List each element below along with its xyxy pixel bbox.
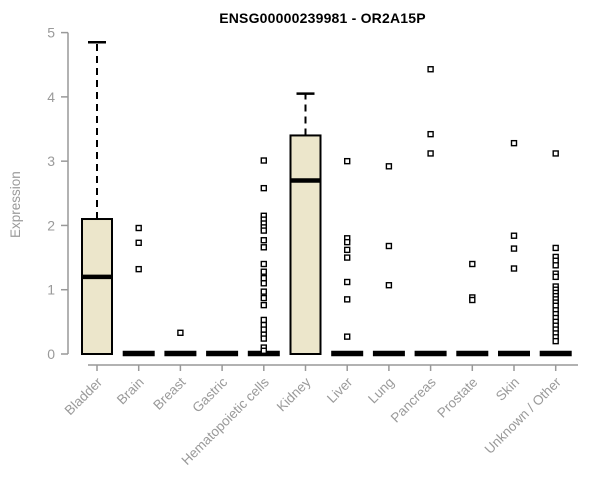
x-tick-label-gastric: Gastric: [189, 374, 230, 415]
chart-title: ENSG00000239981 - OR2A15P: [219, 10, 426, 26]
x-tick-label-lung: Lung: [365, 375, 397, 407]
outlier-point: [260, 294, 267, 302]
x-tick-label-brain: Brain: [114, 375, 147, 408]
outlier-point: [260, 316, 267, 324]
outlier-point: [260, 244, 267, 251]
boxplot-breast: [164, 329, 197, 357]
x-tick-label-liver: Liver: [324, 374, 356, 406]
outlier-point: [344, 296, 351, 303]
boxplot-bladder: [81, 40, 113, 355]
y-tick-label: 0: [47, 346, 55, 362]
collapsed-box: [539, 350, 572, 357]
outlier-point: [469, 296, 476, 304]
collapsed-box: [122, 350, 155, 357]
outlier-point: [135, 265, 142, 273]
outlier-point: [260, 157, 267, 164]
outlier-point: [385, 282, 393, 289]
outlier-point: [385, 242, 393, 250]
y-tick-label: 4: [47, 89, 55, 105]
y-tick-label: 2: [47, 217, 55, 233]
y-tick-label: 3: [47, 153, 55, 169]
x-tick-label-breast: Breast: [150, 374, 188, 412]
outlier-point: [260, 335, 267, 342]
collapsed-box: [331, 350, 364, 357]
collapsed-box: [206, 350, 239, 357]
outlier-point: [344, 246, 351, 254]
outlier-point: [260, 288, 267, 295]
outlier-point: [260, 347, 267, 354]
outlier-point: [344, 157, 351, 165]
collapsed-box: [164, 350, 197, 357]
outlier-point: [177, 329, 184, 336]
outlier-point: [510, 232, 518, 239]
outlier-point: [135, 239, 142, 246]
outlier-point: [552, 150, 559, 157]
outlier-point: [344, 278, 351, 286]
outlier-point: [260, 301, 267, 309]
outlier-point: [510, 245, 518, 252]
x-tick-label-skin: Skin: [493, 375, 522, 404]
collapsed-box: [456, 350, 489, 357]
boxplot-prostate: [456, 260, 489, 357]
outlier-point: [260, 237, 267, 244]
collapsed-box: [372, 350, 405, 357]
boxplot-skin: [498, 139, 530, 357]
outlier-point: [427, 150, 434, 157]
outlier-point: [260, 227, 267, 234]
outlier-point: [552, 273, 559, 281]
x-tick-label-prostate: Prostate: [434, 375, 480, 421]
boxplot-liver: [331, 157, 364, 357]
outlier-point: [260, 184, 267, 192]
x-tick-label-kidney: Kidney: [274, 374, 314, 414]
boxplot-unknown-other: [539, 150, 572, 357]
outlier-point: [260, 260, 267, 268]
boxplot-gastric: [206, 350, 239, 357]
boxplot-lung: [372, 163, 405, 357]
y-tick-label: 5: [47, 25, 55, 41]
outlier-point: [260, 326, 267, 333]
outlier-point: [344, 333, 351, 340]
outlier-point: [135, 224, 142, 232]
outlier-point: [427, 66, 434, 73]
iqr-box: [289, 134, 322, 355]
outlier-point: [260, 280, 267, 287]
collapsed-box: [414, 350, 447, 357]
boxplot-hematopoietic-cells: [247, 157, 280, 357]
outlier-point: [510, 265, 518, 272]
outlier-point: [344, 238, 351, 246]
outlier-point: [510, 139, 518, 147]
outlier-point: [385, 163, 393, 170]
outlier-point: [260, 274, 267, 282]
x-tick-label-pancreas: Pancreas: [388, 374, 439, 425]
outlier-point: [344, 254, 351, 261]
outlier-point: [260, 268, 267, 275]
collapsed-box: [498, 350, 530, 357]
boxplot-pancreas: [414, 66, 447, 357]
y-tick-label: 1: [47, 282, 55, 298]
iqr-box: [81, 218, 113, 355]
outlier-point: [427, 130, 434, 138]
x-tick-label-bladder: Bladder: [62, 374, 106, 418]
outlier-point: [552, 244, 559, 252]
boxplot-kidney: [289, 92, 322, 355]
outlier-point: [552, 337, 559, 345]
outlier-point: [552, 262, 559, 269]
x-tick-label-unknown-other: Unknown / Other: [482, 374, 565, 457]
boxplot-brain: [122, 224, 155, 357]
outlier-point: [469, 260, 476, 268]
